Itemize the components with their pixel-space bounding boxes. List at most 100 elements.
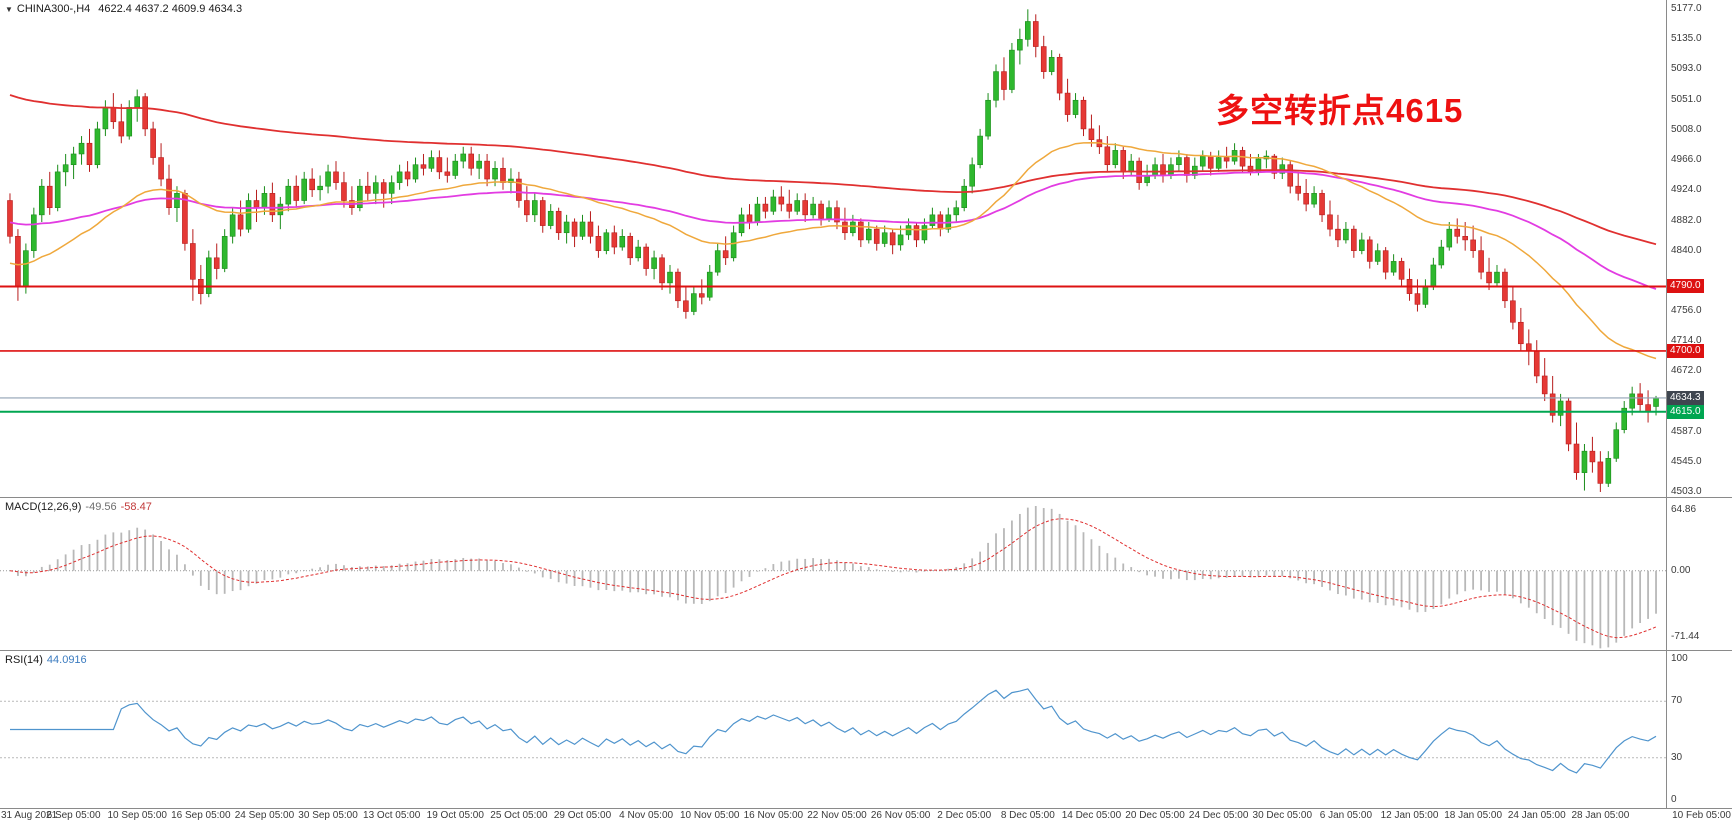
rsi-indicator-panel[interactable]	[0, 651, 1666, 808]
candle-body	[126, 107, 133, 137]
candle-body	[730, 232, 737, 259]
time-axis-label: 8 Dec 05:00	[1000, 810, 1055, 821]
candle-body	[333, 171, 339, 183]
price-badge-4615.0: 4615.0	[1667, 404, 1704, 419]
candle-body	[1104, 146, 1111, 166]
candle-body	[1072, 99, 1079, 115]
candle-body	[1351, 228, 1357, 251]
candle-body	[921, 225, 928, 241]
candle-body	[1510, 300, 1516, 323]
candle-body	[953, 207, 960, 216]
price-axis-tick: 5093.0	[1671, 63, 1702, 75]
candle-body	[1207, 155, 1214, 169]
candle-body	[1303, 193, 1309, 205]
candle-body	[1025, 21, 1031, 40]
price-axis-tick: 5177.0	[1671, 3, 1702, 15]
candle-body	[1088, 128, 1095, 140]
candle-body	[1009, 49, 1015, 90]
time-axis-label: 30 Dec 05:00	[1252, 810, 1313, 821]
time-axis-label: 25 Oct 05:00	[490, 810, 548, 821]
candle-body	[1533, 350, 1540, 377]
candle-body	[1398, 261, 1405, 280]
macd-indicator-label: MACD(12,26,9) -49.56 -58.47	[5, 501, 152, 513]
candle-body	[587, 221, 594, 237]
candle-body	[810, 203, 816, 216]
candle-body	[794, 200, 801, 212]
candle-body	[722, 250, 729, 259]
candle-body	[1486, 271, 1492, 284]
candle-body	[1446, 228, 1453, 248]
rsi-indicator-label: RSI(14) 44.0916	[5, 654, 87, 666]
macd-signal-value: -58.47	[120, 501, 152, 513]
candle-body	[46, 185, 53, 208]
candle-body	[1581, 450, 1588, 473]
candle-body	[70, 153, 77, 166]
macd-axis-tick: -71.44	[1671, 631, 1700, 643]
candle-body	[850, 221, 856, 234]
candle-body	[1319, 193, 1325, 216]
candle-body	[1056, 56, 1063, 94]
candle-body	[563, 221, 570, 234]
candlestick-price-chart[interactable]	[0, 0, 1666, 497]
high-value: 4637.2	[135, 3, 169, 15]
candle-body	[897, 234, 904, 246]
candle-body	[166, 178, 172, 208]
candle-body	[62, 164, 69, 173]
candle-body	[150, 128, 156, 158]
candle-body	[388, 182, 395, 194]
candle-body	[706, 271, 713, 298]
candle-body	[134, 96, 141, 108]
candle-body	[969, 164, 975, 187]
candle-body	[1541, 375, 1548, 395]
candle-body	[547, 210, 554, 226]
candle-body	[317, 185, 323, 191]
candle-body	[738, 214, 745, 234]
candle-body	[985, 99, 991, 137]
time-axis-label: 26 Nov 05:00	[870, 810, 931, 821]
macd-axis-tick: 64.86	[1671, 504, 1697, 516]
candle-body	[269, 193, 276, 216]
candle-body	[301, 178, 307, 201]
close-value: 4634.3	[208, 3, 243, 15]
candle-body	[245, 200, 252, 230]
collapse-chevron-icon[interactable]: ▼	[5, 5, 13, 14]
candle-body	[420, 164, 427, 169]
candle-body	[1032, 21, 1039, 47]
candle-body	[913, 225, 920, 241]
medium-ma	[9, 170, 1657, 290]
candle-body	[492, 167, 498, 180]
candle-body	[571, 221, 578, 237]
candle-body	[1215, 157, 1222, 169]
candle-body	[444, 171, 451, 176]
candle-body	[372, 182, 379, 194]
rsi-axis-tick: 70	[1671, 695, 1683, 707]
candle-body	[539, 200, 546, 226]
candle-body	[714, 250, 721, 273]
candle-body	[38, 185, 45, 216]
candle-body	[1120, 150, 1127, 173]
time-axis-label: 24 Jan 05:00	[1507, 810, 1566, 821]
time-axis-label: 24 Dec 05:00	[1188, 810, 1249, 821]
annotation-text[interactable]: 多空转折点4615	[1216, 92, 1464, 129]
candle-body	[1279, 164, 1286, 174]
candle-body	[643, 246, 649, 269]
candle-body	[1040, 46, 1047, 72]
time-axis-label: 10 Nov 05:00	[679, 810, 740, 821]
time-axis-label: 10 Feb 05:00	[1672, 810, 1731, 821]
candle-body	[961, 185, 968, 208]
candle-body	[1017, 39, 1023, 51]
time-axis-label: 19 Oct 05:00	[426, 810, 484, 821]
candle-body	[460, 153, 467, 162]
candle-body	[1390, 261, 1397, 273]
candle-body	[1080, 99, 1087, 130]
price-axis-tick: 4672.0	[1671, 364, 1702, 376]
candle-body	[786, 203, 793, 212]
candle-body	[1160, 164, 1166, 176]
candle-body	[532, 200, 538, 216]
candle-body	[1311, 193, 1317, 205]
candle-body	[1271, 155, 1278, 174]
macd-indicator-panel[interactable]	[0, 498, 1666, 650]
candle-body	[691, 293, 697, 312]
price-scale[interactable]: 5177.0 5135.0 5093.0 5051.0 5008.0 4966.0 4924…	[1666, 0, 1732, 838]
time-axis[interactable]: 31 Aug 2021 6 Sep 05:00 10 Sep 05:00 16 Sep…	[0, 810, 1732, 826]
